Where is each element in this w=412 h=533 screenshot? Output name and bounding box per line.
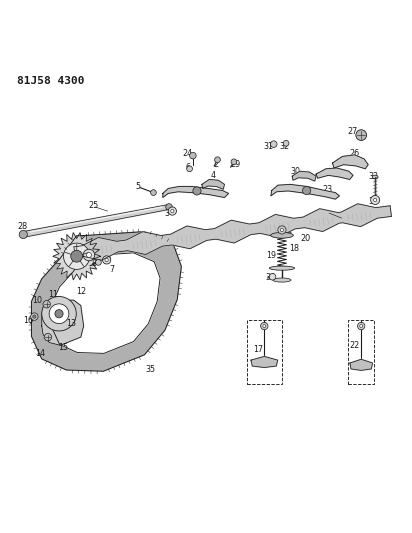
- Polygon shape: [271, 184, 339, 199]
- Text: 26: 26: [349, 149, 360, 158]
- Polygon shape: [53, 233, 101, 280]
- Text: 7: 7: [110, 265, 115, 274]
- Circle shape: [168, 207, 176, 215]
- Circle shape: [215, 157, 220, 163]
- Bar: [247, 320, 282, 384]
- Text: 6: 6: [185, 164, 190, 173]
- Text: 18: 18: [289, 244, 299, 253]
- Polygon shape: [202, 180, 225, 189]
- Text: 81J58 4300: 81J58 4300: [17, 76, 84, 86]
- Circle shape: [278, 226, 286, 234]
- Circle shape: [263, 325, 266, 327]
- Circle shape: [190, 152, 196, 159]
- Text: 27: 27: [348, 127, 358, 136]
- Circle shape: [166, 204, 172, 210]
- Circle shape: [231, 159, 237, 165]
- Text: 25: 25: [88, 201, 98, 210]
- Ellipse shape: [273, 278, 291, 282]
- Circle shape: [187, 166, 192, 172]
- Circle shape: [371, 196, 380, 205]
- Circle shape: [374, 198, 377, 201]
- Text: 10: 10: [32, 296, 42, 305]
- Polygon shape: [316, 168, 353, 180]
- Ellipse shape: [271, 232, 293, 238]
- Circle shape: [63, 243, 90, 269]
- Circle shape: [280, 228, 283, 232]
- Text: 15: 15: [58, 343, 68, 352]
- Text: 5: 5: [136, 182, 141, 191]
- Circle shape: [71, 251, 82, 262]
- Text: 4: 4: [211, 171, 216, 180]
- Text: 36: 36: [266, 273, 276, 282]
- Text: 23: 23: [322, 185, 332, 194]
- Bar: [348, 320, 375, 384]
- Circle shape: [55, 310, 63, 318]
- Circle shape: [33, 315, 36, 318]
- Polygon shape: [31, 232, 181, 371]
- Circle shape: [302, 187, 311, 195]
- Text: 37: 37: [183, 231, 192, 240]
- Text: 16: 16: [23, 316, 34, 325]
- Polygon shape: [332, 155, 368, 169]
- Ellipse shape: [269, 266, 295, 270]
- Text: 24: 24: [183, 149, 192, 158]
- Text: 12: 12: [76, 287, 86, 296]
- Circle shape: [283, 140, 289, 146]
- Polygon shape: [23, 205, 169, 237]
- Circle shape: [356, 130, 367, 140]
- Circle shape: [43, 301, 50, 308]
- Circle shape: [44, 334, 52, 341]
- Text: 1: 1: [335, 215, 340, 224]
- Circle shape: [30, 313, 38, 320]
- Circle shape: [150, 190, 156, 196]
- Text: 31: 31: [263, 142, 274, 151]
- Polygon shape: [292, 171, 316, 181]
- Circle shape: [269, 273, 276, 280]
- Text: 14: 14: [35, 349, 45, 358]
- Text: 2: 2: [214, 160, 219, 169]
- Ellipse shape: [372, 175, 378, 179]
- Text: 9: 9: [106, 254, 111, 263]
- Text: 32: 32: [280, 142, 290, 151]
- Polygon shape: [74, 204, 391, 260]
- Circle shape: [19, 230, 27, 239]
- Text: 11: 11: [48, 290, 58, 299]
- Text: 21: 21: [282, 226, 293, 235]
- Text: 3: 3: [164, 209, 169, 219]
- Circle shape: [96, 260, 101, 265]
- Circle shape: [360, 325, 363, 327]
- Text: 13: 13: [66, 319, 76, 328]
- Circle shape: [171, 209, 174, 213]
- Text: 22: 22: [349, 341, 360, 350]
- Text: 28: 28: [17, 222, 27, 231]
- Circle shape: [261, 322, 268, 330]
- Polygon shape: [251, 357, 278, 368]
- Circle shape: [49, 304, 69, 324]
- Circle shape: [105, 259, 108, 262]
- Polygon shape: [350, 359, 372, 370]
- Circle shape: [42, 296, 76, 331]
- Text: 34: 34: [368, 197, 379, 206]
- Text: 29: 29: [230, 160, 241, 169]
- Polygon shape: [163, 187, 229, 198]
- Circle shape: [270, 141, 277, 148]
- Text: 17: 17: [253, 345, 264, 354]
- Text: 20: 20: [300, 234, 310, 243]
- Circle shape: [87, 253, 91, 257]
- Text: 8: 8: [92, 259, 97, 268]
- Text: 19: 19: [267, 251, 277, 260]
- Text: 30: 30: [290, 167, 300, 176]
- Circle shape: [358, 322, 365, 330]
- Text: 33: 33: [368, 173, 379, 182]
- Circle shape: [83, 249, 95, 261]
- Circle shape: [193, 187, 201, 195]
- Polygon shape: [52, 253, 160, 353]
- Circle shape: [103, 256, 111, 264]
- Polygon shape: [42, 300, 84, 345]
- Text: 35: 35: [145, 366, 156, 375]
